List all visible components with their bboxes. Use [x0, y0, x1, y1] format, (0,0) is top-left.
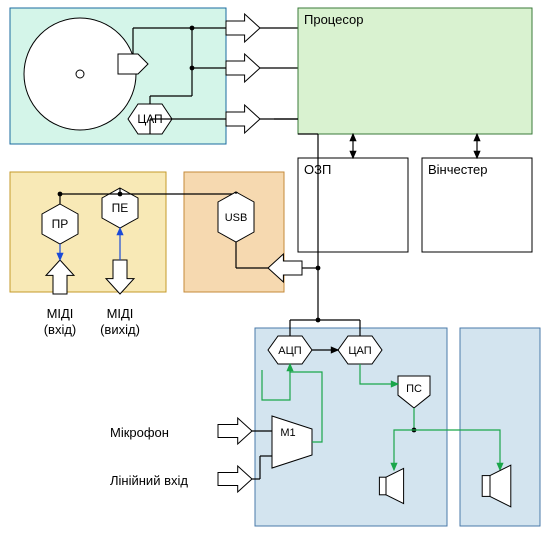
label-mic: Мікрофон	[110, 425, 169, 440]
panel-midi	[10, 172, 166, 292]
label-pr: ПР	[52, 217, 69, 231]
arrow-mic-in	[218, 418, 252, 444]
label-ps: ПС	[406, 383, 422, 395]
label-midi-out-1: МІДІ	[107, 306, 134, 321]
label-hdd: Вінчестер	[428, 162, 488, 177]
label-m1: М1	[280, 427, 295, 439]
junction-dot	[58, 192, 63, 197]
arrow-line-in	[218, 466, 252, 492]
label-usb: USB	[225, 212, 248, 224]
label-processor: Процесор	[304, 12, 363, 27]
label-dac2: ЦАП	[348, 345, 371, 357]
junction-dot	[118, 192, 123, 197]
arrow-cd-out3	[226, 105, 260, 133]
label-midi-out-2: (вихід)	[100, 322, 140, 337]
label-pe: ПЕ	[112, 201, 129, 215]
architecture-diagram: ЦАППроцесорОЗПВінчестерПРПЕUSBМІДІ(вхід)…	[0, 0, 550, 556]
arrow-cd-out2	[226, 54, 260, 82]
label-midi-in-1: МІДІ	[47, 306, 74, 321]
label-adc: АЦП	[278, 345, 301, 357]
junction-dot	[316, 318, 321, 323]
label-linein: Лінійний вхід	[110, 473, 188, 488]
arrow-cd-out1	[226, 14, 260, 42]
cd-hole	[76, 70, 84, 78]
label-midi-in-2: (вхід)	[44, 322, 77, 337]
